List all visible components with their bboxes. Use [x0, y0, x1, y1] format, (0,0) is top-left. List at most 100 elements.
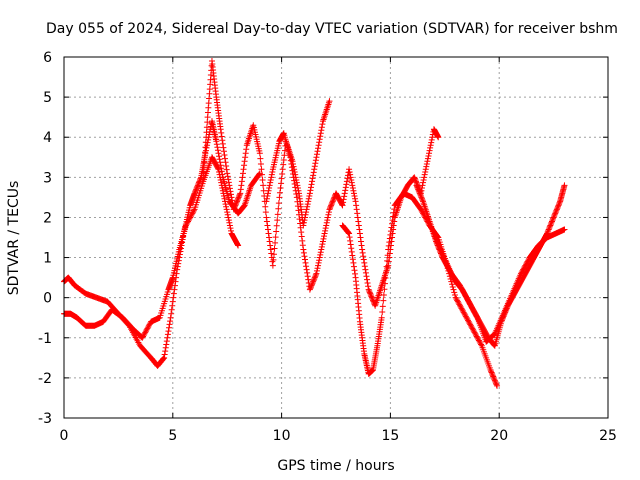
data-point — [301, 214, 308, 221]
data-point — [259, 171, 266, 178]
data-point — [169, 298, 176, 305]
data-point — [224, 211, 231, 218]
data-point — [309, 281, 316, 288]
data-point — [328, 201, 335, 208]
data-point — [452, 294, 459, 301]
x-axis-title: GPS time / hours — [277, 458, 394, 474]
data-point — [202, 144, 209, 151]
data-point — [309, 178, 316, 185]
data-point — [228, 191, 235, 198]
data-point — [471, 309, 478, 316]
data-point — [279, 166, 286, 173]
data-point — [231, 203, 238, 210]
data-point — [478, 341, 485, 348]
data-point — [142, 329, 149, 336]
data-point — [182, 222, 189, 229]
data-point — [225, 214, 232, 221]
data-point — [310, 278, 317, 285]
data-point — [165, 328, 172, 335]
data-point — [490, 374, 497, 381]
data-point — [475, 336, 482, 343]
data-point — [423, 160, 430, 167]
data-point — [223, 203, 230, 210]
data-point — [306, 193, 313, 200]
data-point — [322, 225, 329, 232]
data-point — [491, 342, 498, 349]
data-point — [304, 201, 311, 208]
data-point — [458, 305, 465, 312]
data-point — [275, 205, 282, 212]
data-point — [451, 291, 458, 298]
data-point — [233, 198, 240, 205]
data-point — [274, 211, 281, 218]
data-point — [270, 256, 277, 263]
data-point — [470, 306, 477, 313]
data-point — [325, 209, 332, 216]
data-point — [238, 182, 245, 189]
data-point — [415, 186, 422, 193]
data-point — [219, 187, 226, 194]
data-point — [273, 228, 280, 235]
data-point — [170, 294, 177, 301]
data-point — [362, 266, 369, 273]
data-point — [267, 177, 274, 184]
series-group — [430, 226, 568, 345]
data-point — [349, 252, 356, 259]
data-point — [142, 328, 149, 335]
data-point — [366, 289, 373, 296]
data-point — [451, 289, 458, 296]
data-point — [360, 253, 367, 260]
data-point — [346, 234, 353, 241]
data-point — [267, 179, 274, 186]
data-point — [191, 190, 198, 197]
data-point — [218, 182, 225, 189]
data-point — [412, 178, 419, 185]
data-point — [351, 267, 358, 274]
data-point — [326, 98, 333, 105]
data-point — [339, 202, 346, 209]
data-point — [298, 233, 305, 240]
data-point — [550, 214, 557, 221]
data-point — [216, 153, 223, 160]
data-point — [263, 214, 270, 221]
data-point — [201, 154, 208, 161]
data-point — [228, 194, 235, 201]
data-point — [472, 310, 479, 317]
data-point — [387, 228, 394, 235]
data-point — [467, 301, 474, 308]
data-point — [165, 324, 172, 331]
y-tick-label: -1 — [38, 331, 52, 347]
data-point — [424, 158, 431, 165]
data-point — [383, 269, 390, 276]
data-point — [383, 263, 390, 270]
data-point — [545, 227, 552, 234]
data-point — [355, 222, 362, 229]
data-point — [456, 301, 463, 308]
series-group — [61, 118, 263, 369]
data-point — [457, 283, 464, 290]
data-point — [350, 190, 357, 197]
data-point — [461, 310, 468, 317]
data-point — [299, 242, 306, 249]
data-point — [421, 174, 428, 181]
data-point — [267, 242, 274, 249]
data-point — [234, 197, 241, 204]
data-point — [416, 189, 423, 196]
data-point — [518, 269, 525, 276]
data-point — [230, 206, 237, 213]
data-point — [265, 190, 271, 197]
data-point — [232, 202, 239, 209]
data-point — [313, 151, 320, 158]
data-point — [292, 187, 299, 194]
data-point — [468, 304, 475, 311]
data-point — [463, 294, 470, 301]
data-point — [143, 326, 150, 333]
data-point — [321, 233, 328, 240]
data-point — [341, 190, 348, 197]
data-point — [232, 201, 239, 208]
data-point — [343, 181, 350, 188]
data-point — [227, 225, 234, 232]
data-point — [265, 187, 272, 194]
data-point — [315, 262, 322, 269]
data-point — [264, 193, 271, 200]
